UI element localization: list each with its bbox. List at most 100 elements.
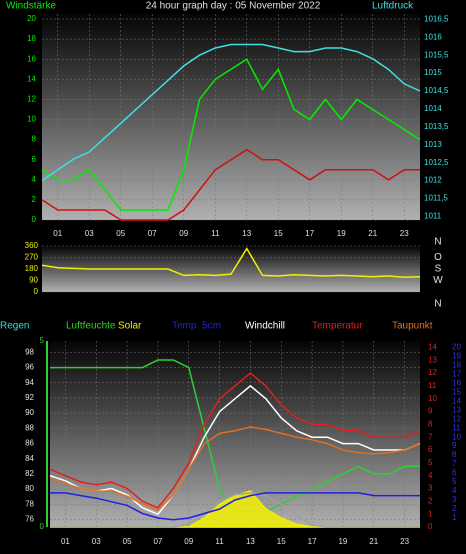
chart-title: 24 hour graph day : 05 November 2022 [146, 1, 321, 12]
y-tick-label: 76 [25, 515, 34, 524]
y3-tick-label: 15 [452, 387, 461, 396]
y3-tick-label: 20 [452, 342, 461, 351]
x-tick-label: 13 [246, 537, 255, 546]
series-line [50, 492, 420, 521]
y2-tick-label: 1013 [424, 140, 442, 149]
y2-tick-label: 1011 [424, 212, 442, 221]
series-line [41, 148, 420, 221]
legend-entry: Luftfeuchte [66, 321, 116, 332]
y-tick-label: 80 [25, 484, 34, 493]
y3-tick-label: 10 [452, 432, 461, 441]
y2-tick-label: 0 [428, 522, 433, 531]
x-tick-label: 21 [368, 229, 377, 238]
y2-tick-label: 7 [428, 432, 433, 441]
series-line [41, 58, 421, 211]
y2-tick-label: 4 [428, 471, 433, 480]
series-line [49, 426, 421, 512]
series-line [49, 372, 421, 509]
y2-tick-label: 10 [428, 394, 437, 403]
y-tick-label: 82 [25, 469, 34, 478]
y-tick-label: 10 [27, 115, 36, 124]
x-tick-label: 17 [308, 537, 317, 546]
legend-entry: Temperatur [312, 321, 363, 332]
plot-background [42, 14, 420, 220]
y-tick-label: 90 [29, 276, 38, 285]
x-tick-label: 09 [184, 537, 193, 546]
x-tick-label: 05 [116, 229, 125, 238]
direction-label: S [435, 264, 442, 275]
x-tick-label: 17 [305, 229, 314, 238]
y3-tick-label: 3 [452, 495, 457, 504]
y2-tick-label: 5 [428, 458, 433, 467]
y-tick-label: 6 [32, 155, 37, 164]
y-tick-label: 16 [27, 54, 36, 63]
x-tick-label: 09 [179, 229, 188, 238]
y3-tick-label: 18 [452, 360, 461, 369]
y-tick-label: 20 [27, 14, 36, 23]
x-tick-label: 21 [369, 537, 378, 546]
y-tick-label: 88 [25, 423, 34, 432]
y-tick-label: 84 [25, 454, 34, 463]
series-line [49, 384, 421, 516]
x-tick-label: 03 [92, 537, 101, 546]
x-tick-label: 15 [274, 229, 283, 238]
y2-tick-label: 13 [428, 355, 437, 364]
legend-entry: Regen [0, 321, 29, 332]
x-tick-label: 01 [53, 229, 62, 238]
y-tick-label: 12 [27, 95, 36, 104]
legend-entry: Temp. 5cm [172, 321, 221, 332]
x-tick-label: 07 [148, 229, 157, 238]
series-line [50, 492, 420, 528]
direction-label: N [434, 237, 441, 248]
y2-tick-label: 1014,5 [424, 86, 449, 95]
y2-tick-label: 1016,5 [424, 14, 449, 23]
y-tick-label: 270 [25, 253, 39, 262]
y-tick-label: 0 [34, 287, 39, 296]
x-tick-label: 19 [338, 537, 347, 546]
y3-tick-label: 9 [452, 441, 457, 450]
y3-tick-label: 17 [452, 369, 461, 378]
y2-tick-label: 1011,5 [424, 194, 448, 203]
x-tick-label: 19 [337, 229, 346, 238]
y2-tick-label: 8 [428, 419, 433, 428]
y4-tick-label: 5 [40, 336, 45, 345]
y-tick-label: 86 [25, 439, 34, 448]
y-tick-label: 98 [25, 347, 34, 356]
x-tick-label: 01 [61, 537, 70, 546]
legend-entry: Windchill [245, 321, 285, 332]
y-tick-label: 78 [25, 499, 34, 508]
y2-tick-label: 1016 [424, 32, 442, 41]
y2-tick-label: 1012 [424, 176, 442, 185]
direction-label: N [434, 299, 441, 310]
y-tick-label: 18 [27, 34, 36, 43]
y-tick-label: 92 [25, 393, 34, 402]
y3-tick-label: 6 [452, 468, 457, 477]
x-tick-label: 03 [85, 229, 94, 238]
y-tick-label: 8 [32, 135, 37, 144]
y2-tick-label: 1012,5 [424, 158, 449, 167]
y-tick-label: 360 [25, 241, 39, 250]
y3-tick-label: 1 [452, 513, 457, 522]
y3-tick-label: 19 [452, 351, 461, 360]
y-tick-label: 2 [32, 195, 37, 204]
y3-tick-label: 4 [452, 486, 457, 495]
direction-label: O [434, 252, 442, 263]
y2-tick-label: 1015,5 [424, 50, 449, 59]
x-tick-label: 11 [211, 229, 220, 238]
y2-tick-label: 1013,5 [424, 122, 449, 131]
y2-axis-label: Luftdruck [372, 1, 414, 12]
y-tick-label: 0 [32, 215, 37, 224]
y-tick-label: 180 [25, 264, 39, 273]
y-axis-label: Windstärke [6, 1, 56, 12]
y4-tick-label: 0 [40, 522, 45, 531]
y3-tick-label: 2 [452, 504, 457, 513]
x-tick-label: 23 [400, 537, 409, 546]
y2-tick-label: 2 [428, 496, 433, 505]
series-line [41, 247, 421, 279]
y2-tick-label: 9 [428, 407, 433, 416]
y-tick-label: 94 [25, 378, 34, 387]
y3-tick-label: 11 [452, 423, 461, 432]
y2-tick-label: 1 [428, 509, 433, 518]
y-tick-label: 14 [27, 74, 36, 83]
